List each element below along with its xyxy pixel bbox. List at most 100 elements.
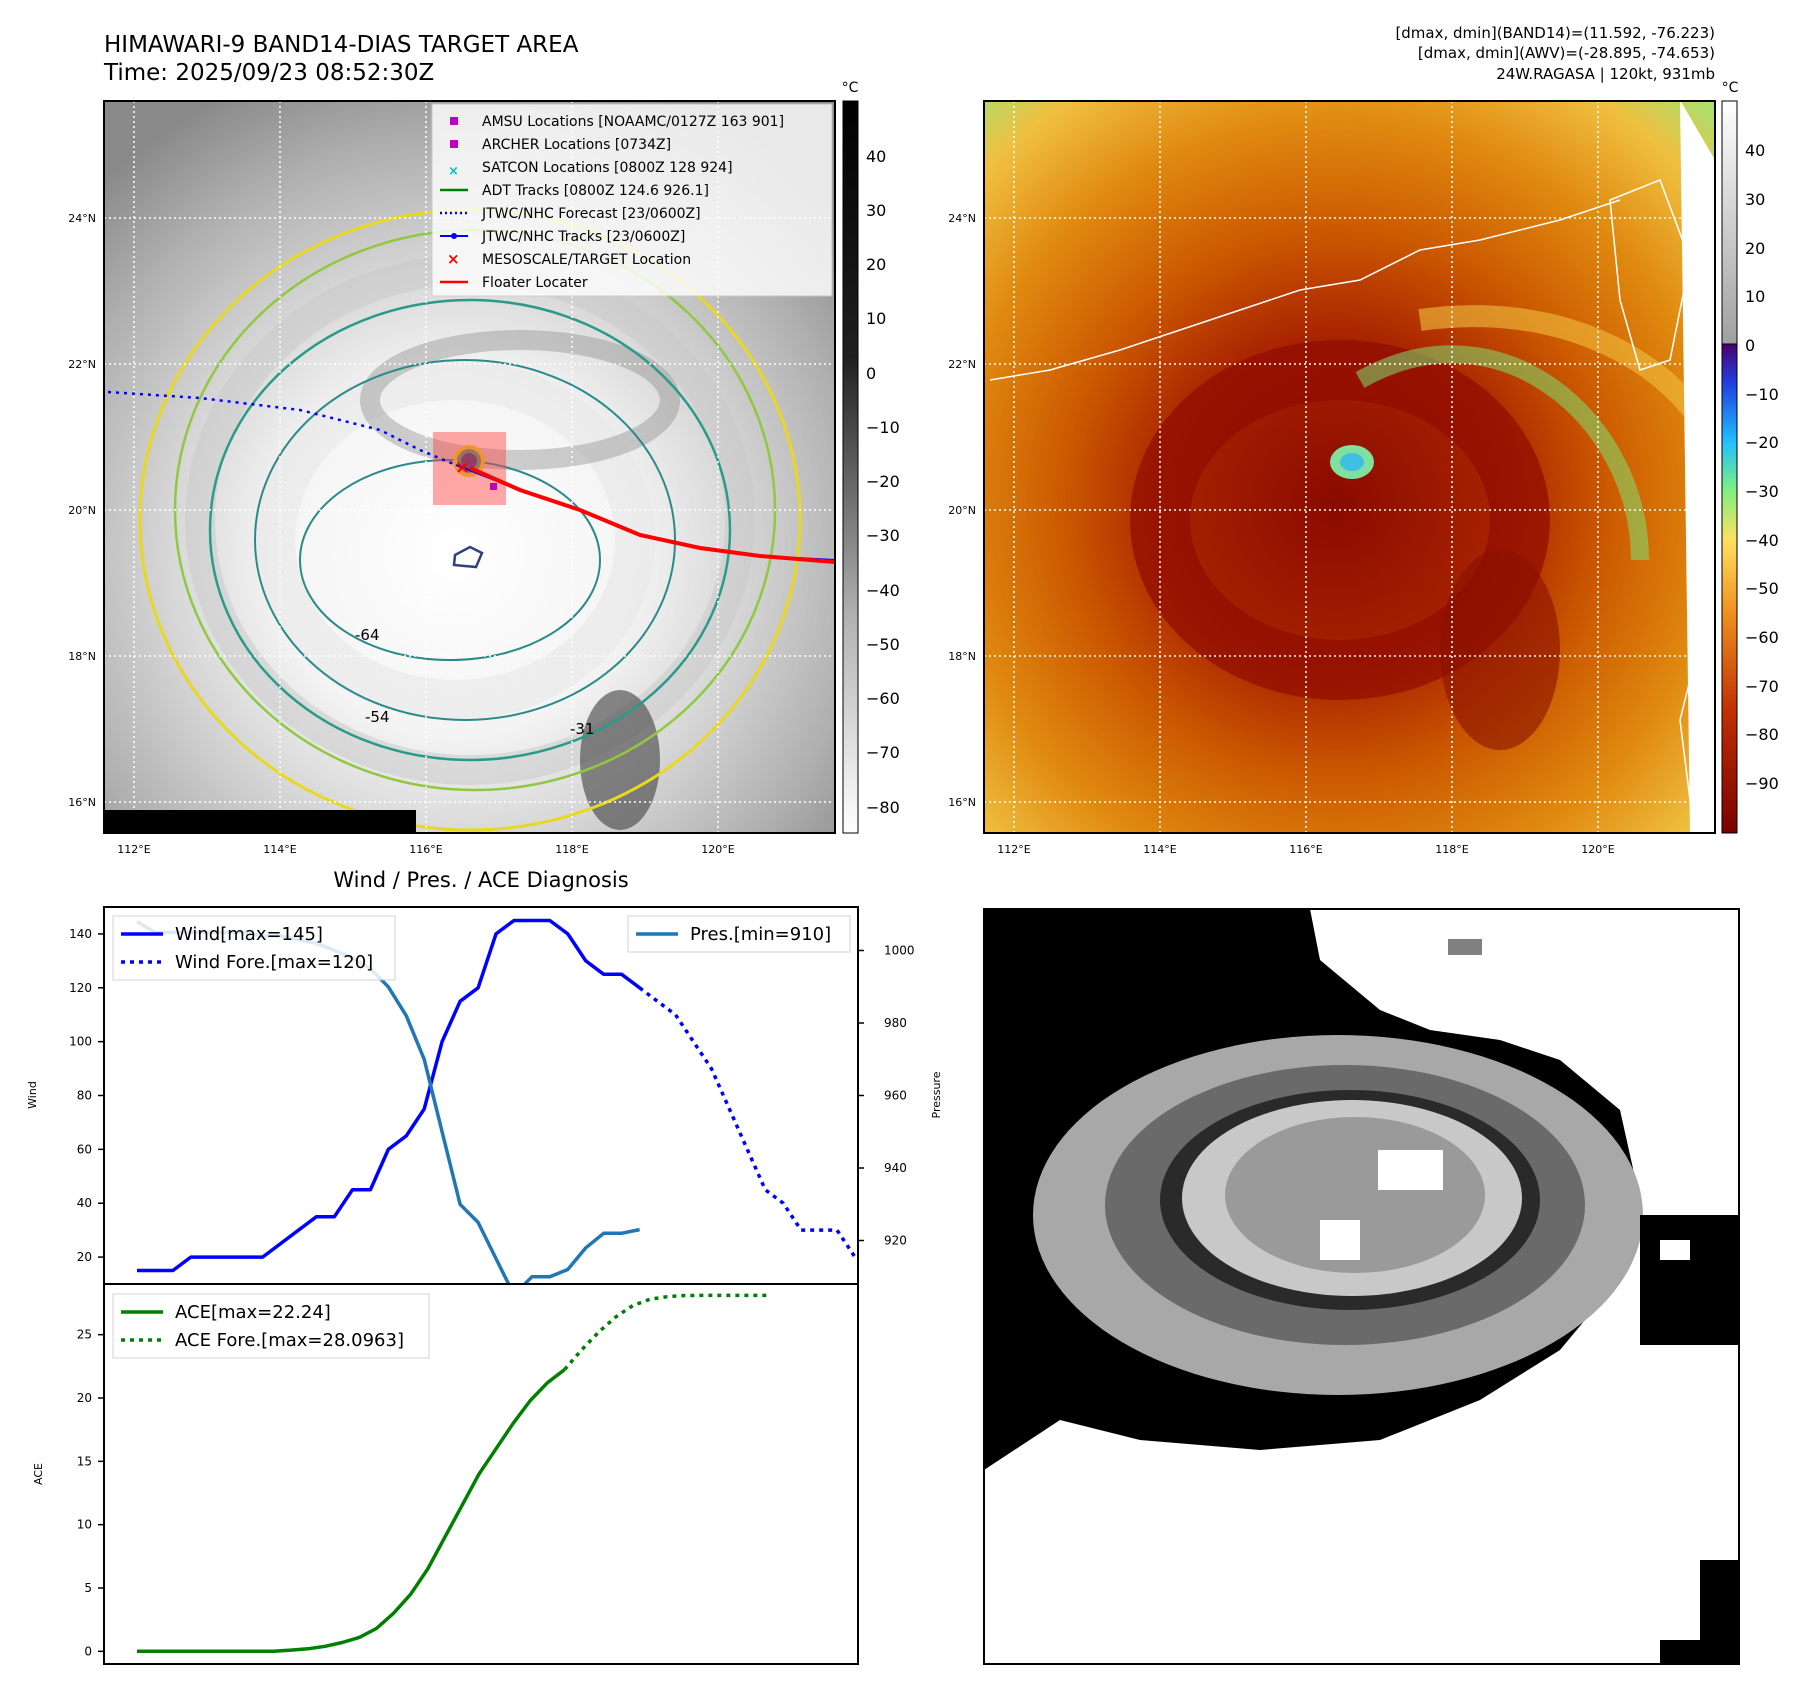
lon-label-116e: 116°E: [409, 843, 442, 856]
cb-tick: −60: [1745, 628, 1779, 647]
ace-tick-label: 25: [77, 1328, 92, 1342]
info-line1: [dmax, dmin](BAND14)=(11.592, -76.223): [1395, 24, 1715, 42]
mesoscale-target-box: [433, 432, 506, 505]
cb-tick: −80: [866, 798, 900, 817]
lat-label-22n: 22°N: [68, 358, 96, 371]
ace-tick-label: 20: [77, 1391, 92, 1405]
map-legend: × × AMSU Locations [NOAAMC/0127Z 163 901…: [431, 103, 833, 297]
cb-tick: 0: [1745, 336, 1755, 355]
legend-adt: ADT Tracks [0800Z 124.6 926.1]: [482, 183, 709, 199]
cb-tick: −10: [1745, 385, 1779, 404]
wind-tick-label: 80: [77, 1089, 92, 1103]
lat-label-20n: 20°N: [68, 504, 96, 517]
cb-tick: 10: [866, 309, 886, 328]
legend-wind-fore: Wind Fore.[max=120]: [175, 952, 373, 973]
ace-series-line-1: [563, 1293, 770, 1371]
lat-label-20n: 20°N: [948, 504, 976, 517]
cb-tick: −20: [866, 472, 900, 491]
awv-map-panel: 24°N 22°N 20°N 18°N 16°N 112°E 114°E 116…: [948, 80, 1779, 856]
lon-label-112e: 112°E: [997, 843, 1030, 856]
main-title-line2: Time: 2025/09/23 08:52:30Z: [103, 60, 434, 86]
colorbar-unit: °C: [1722, 80, 1739, 96]
legend-wind: Wind[max=145]: [175, 924, 323, 945]
legend-ace-fore: ACE Fore.[max=28.0963]: [175, 1330, 404, 1351]
cb-tick: 40: [866, 147, 886, 166]
legend-jtwc-tracks: JTWC/NHC Tracks [23/0600Z]: [481, 229, 685, 245]
ace-tick-label: 15: [77, 1454, 92, 1468]
awv-colorbar: °C 40 30 20 10 0 −10 −20 −30 −40 −50 −60…: [1721, 80, 1779, 834]
legend-satcon: SATCON Locations [0800Z 128 924]: [482, 160, 733, 176]
target-location-marker: ×: [455, 457, 470, 478]
awv-cloud-texture: [1130, 305, 1710, 750]
contour-label-64: -64: [355, 626, 380, 644]
legend-amsu: AMSU Locations [NOAAMC/0127Z 163 901]: [482, 114, 784, 130]
ace-tick-label: 10: [77, 1518, 92, 1532]
ace-series-line-0: [137, 1368, 566, 1654]
lon-label-120e: 120°E: [701, 843, 734, 856]
contour-label-54: -54: [365, 708, 390, 726]
cb-tick: 20: [1745, 239, 1765, 258]
cb-tick: 10: [1745, 287, 1765, 306]
lat-label-24n: 24°N: [948, 212, 976, 225]
copyright-badge: [104, 810, 416, 833]
ace-tick-label: 5: [84, 1581, 92, 1595]
copyright-text: Copyright © 2020-2025 Dapiya: [107, 812, 386, 831]
cb-tick: −80: [1745, 725, 1779, 744]
cb-tick: 30: [1745, 190, 1765, 209]
svg-text:×: ×: [448, 164, 459, 179]
pressure-axis-label: Pressure: [930, 1071, 943, 1118]
colorbar-unit: °C: [842, 80, 859, 96]
lon-label-112e: 112°E: [117, 843, 150, 856]
map-gridlines: [984, 101, 1715, 833]
ace-axis-label: ACE: [32, 1463, 45, 1485]
lon-label-114e: 114°E: [1143, 843, 1176, 856]
cb-tick: −50: [866, 635, 900, 654]
legend-floater: Floater Locater: [482, 275, 588, 291]
cb-tick: −90: [1745, 774, 1779, 793]
lon-label-114e: 114°E: [263, 843, 296, 856]
wind-tick-label: 100: [69, 1035, 92, 1049]
cb-tick: −40: [1745, 531, 1779, 550]
cb-tick: −40: [866, 581, 900, 600]
cb-tick: −50: [1745, 579, 1779, 598]
series-line-0: [137, 918, 641, 1273]
wmg-panel: WMG Count: 20: [983, 908, 1740, 1665]
cb-tick: −30: [1745, 482, 1779, 501]
legend-target: MESOSCALE/TARGET Location: [482, 252, 691, 268]
ace-tick-label: 0: [84, 1644, 92, 1658]
cb-tick: 30: [866, 201, 886, 220]
coastline: [989, 199, 1621, 381]
wind-tick-label: 60: [77, 1142, 92, 1156]
info-line2: [dmax, dmin](AWV)=(-28.895, -74.653): [1418, 44, 1715, 62]
cb-tick: 0: [866, 364, 876, 383]
pressure-tick-label: 960: [884, 1089, 907, 1103]
wmg-count-label: WMG Count: 20: [1003, 927, 1169, 949]
band14-colorbar: °C 40 30 20 10 0 −10 −20 −30 −40 −50 −60…: [842, 80, 900, 834]
jtwc-forecast-track: [107, 390, 457, 467]
legend-archer: ARCHER Locations [0734Z]: [482, 137, 671, 153]
svg-text:×: ×: [447, 250, 460, 268]
lon-label-120e: 120°E: [1581, 843, 1614, 856]
archer-location-marker: [490, 483, 497, 490]
cb-tick: −70: [1745, 677, 1779, 696]
lat-label-22n: 22°N: [948, 358, 976, 371]
lat-label-18n: 18°N: [948, 650, 976, 663]
lat-label-24n: 24°N: [68, 212, 96, 225]
wind-legend: Wind[max=145] Wind Fore.[max=120]: [112, 915, 396, 981]
cb-tick: −30: [866, 526, 900, 545]
pressure-legend: Pres.[min=910]: [627, 915, 851, 953]
lon-label-118e: 118°E: [555, 843, 588, 856]
pressure-tick-label: 980: [884, 1016, 907, 1030]
legend-ace: ACE[max=22.24]: [175, 1302, 331, 1323]
legend-pressure: Pres.[min=910]: [690, 924, 831, 945]
lat-label-16n: 16°N: [68, 796, 96, 809]
main-title-line1: HIMAWARI-9 BAND14-DIAS TARGET AREA: [104, 32, 579, 58]
diagnosis-title: Wind / Pres. / ACE Diagnosis: [333, 868, 628, 892]
cb-tick: −20: [1745, 433, 1779, 452]
band14-map-panel: × -64 -54 -31 × × AMSU Locations [NOAAMC…: [68, 80, 900, 856]
wind-tick-label: 140: [69, 927, 92, 941]
legend-jtwc-forecast: JTWC/NHC Forecast [23/0600Z]: [481, 206, 701, 222]
cb-tick: −70: [866, 743, 900, 762]
pressure-tick-label: 920: [884, 1234, 907, 1248]
lat-label-18n: 18°N: [68, 650, 96, 663]
